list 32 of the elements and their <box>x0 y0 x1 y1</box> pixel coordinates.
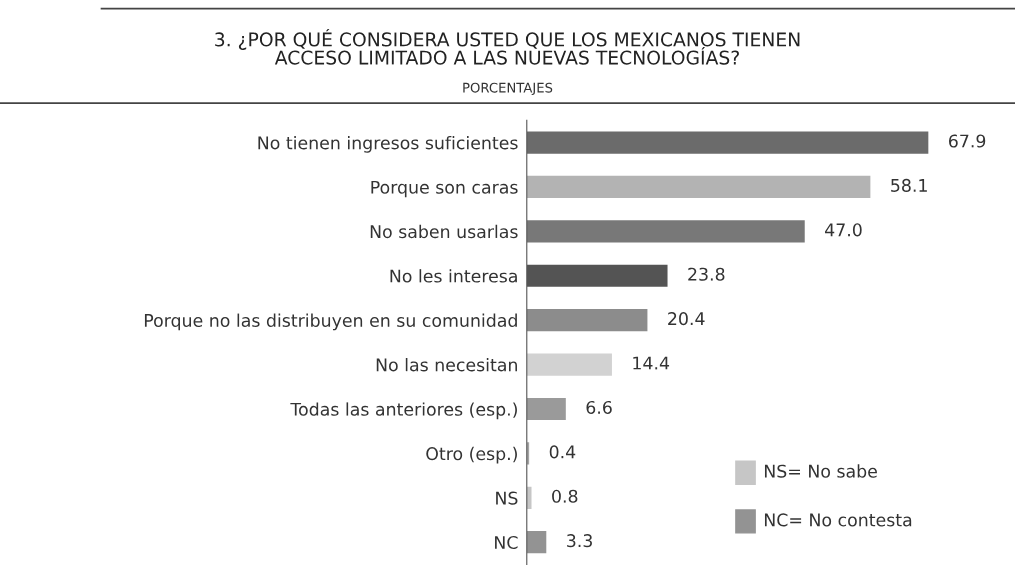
data-label: 47.0 <box>825 223 862 237</box>
y-tick-label: No tienen ingresos suficientes <box>258 135 518 153</box>
bar <box>526 397 566 421</box>
data-label: 58.1 <box>891 178 927 192</box>
data-label: 6.6 <box>586 400 612 415</box>
bar <box>526 531 547 554</box>
chart-subtitle: PORCENTAJES <box>463 82 553 96</box>
data-label: 67.9 <box>948 134 986 148</box>
y-tick-label: Porque son caras <box>371 180 518 198</box>
annotation: NS= No sabe <box>764 464 877 478</box>
data-label: 14.4 <box>633 356 670 370</box>
bar <box>526 175 871 199</box>
bar <box>526 309 648 332</box>
data-label: 0.4 <box>549 445 576 459</box>
y-tick-label: Todas las anteriores (esp.) <box>290 402 517 420</box>
y-tick-label: NS <box>496 491 518 505</box>
y-tick-label: No saben usarlas <box>370 224 518 239</box>
bar <box>526 486 532 509</box>
bar <box>526 220 805 243</box>
y-tick-label: NC <box>495 535 518 550</box>
data-label: 3.3 <box>567 534 592 548</box>
data-label: 0.8 <box>552 489 578 503</box>
data-label: 20.4 <box>668 312 705 326</box>
annotation: NC= No contesta <box>764 513 912 527</box>
bar <box>526 131 929 154</box>
data-label: 23.8 <box>688 267 725 281</box>
y-tick-label: Otro (esp.) <box>426 446 517 464</box>
y-tick-label: No las necesitan <box>376 357 517 372</box>
chart-title: 3. ¿POR QUÉ CONSIDERA USTED QUE LOS MEXICANOS TIENEN ACCESO LIMITADO A LAS NUEVAS TECNOLOGÍAS? <box>215 28 800 65</box>
y-tick-label: Porque no las distribuyen en su comunidad <box>144 313 517 331</box>
y-tick-label: No les interesa <box>390 269 517 283</box>
bar <box>526 353 612 376</box>
